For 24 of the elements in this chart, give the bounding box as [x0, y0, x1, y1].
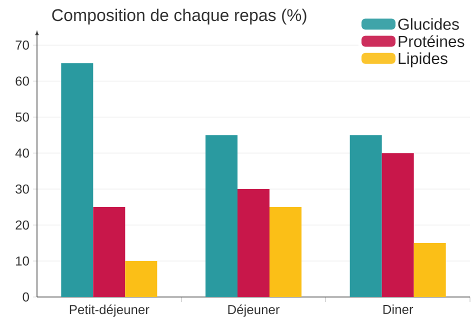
- y-tick-label: 40: [15, 148, 29, 158]
- bar: [125, 261, 158, 297]
- bar: [414, 243, 446, 297]
- x-tick-label: Déjeuner: [228, 304, 280, 317]
- bar: [238, 189, 270, 297]
- x-tick-label: Diner: [383, 304, 414, 314]
- legend-label: Protéines: [398, 35, 464, 48]
- y-tick-label: 20: [16, 220, 29, 230]
- bar: [93, 207, 126, 297]
- chart-title: Composition de chaque repas (%): [52, 8, 306, 24]
- x-tick-label: Petit-déjeuner: [70, 304, 150, 317]
- bar: [61, 63, 94, 297]
- bar: [270, 207, 302, 297]
- bar: [350, 135, 382, 297]
- legend-label: Lipides: [398, 52, 448, 68]
- legend-label: Glucides: [398, 18, 459, 30]
- y-tick-label: 0: [22, 292, 29, 302]
- y-tick-label: 60: [16, 76, 29, 86]
- y-tick-label: 10: [16, 256, 29, 266]
- bar: [206, 135, 238, 297]
- y-tick-label: 30: [16, 184, 29, 194]
- bar: [382, 153, 414, 297]
- y-tick-label: 50: [16, 112, 29, 122]
- y-tick-label: 70: [16, 40, 29, 50]
